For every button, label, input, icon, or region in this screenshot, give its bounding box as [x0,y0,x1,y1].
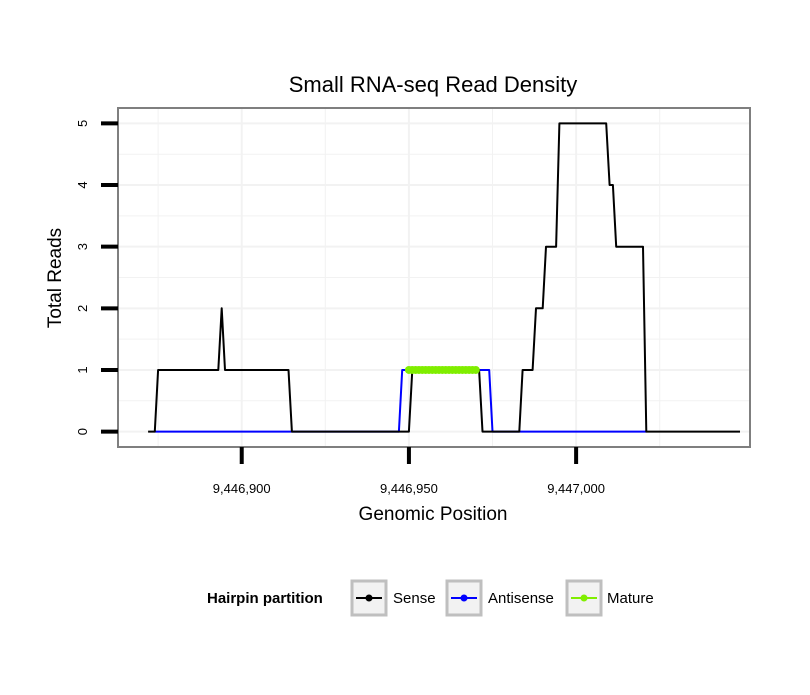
legend-label-antisense: Antisense [488,590,554,607]
series-line-sense [148,122,740,433]
legend-key-point [580,594,588,602]
legend-label-mature: Mature [607,590,654,607]
y-tick-label: 5 [75,120,90,127]
chart-title: Small RNA-seq Read Density [289,72,578,97]
x-tick-label: 9,446,950 [380,481,438,496]
x-tick-label: 9,447,000 [547,481,605,496]
y-axis: 0 1 2 3 4 5 [75,120,118,435]
legend-key-point [365,594,373,602]
y-axis-title: Total Reads [45,228,66,328]
series-layer [148,122,740,433]
mature-point [471,365,480,374]
legend-title: Hairpin partition [207,590,323,607]
y-tick-label: 1 [75,366,90,373]
legend-key-point [460,594,468,602]
plot-border [117,107,751,448]
x-tick-label: 9,446,900 [213,481,271,496]
y-tick-label: 4 [75,181,90,188]
y-tick-label: 0 [75,428,90,435]
legend-items: Sense Antisense Mature [350,579,654,617]
y-tick-label: 3 [75,243,90,250]
y-tick-label: 2 [75,305,90,312]
x-axis: 9,446,900 9,446,950 9,447,000 [213,447,605,496]
legend: Hairpin partition Sense Antisense Mature [207,579,654,617]
legend-label-sense: Sense [393,590,436,607]
x-axis-title: Genomic Position [359,504,508,525]
